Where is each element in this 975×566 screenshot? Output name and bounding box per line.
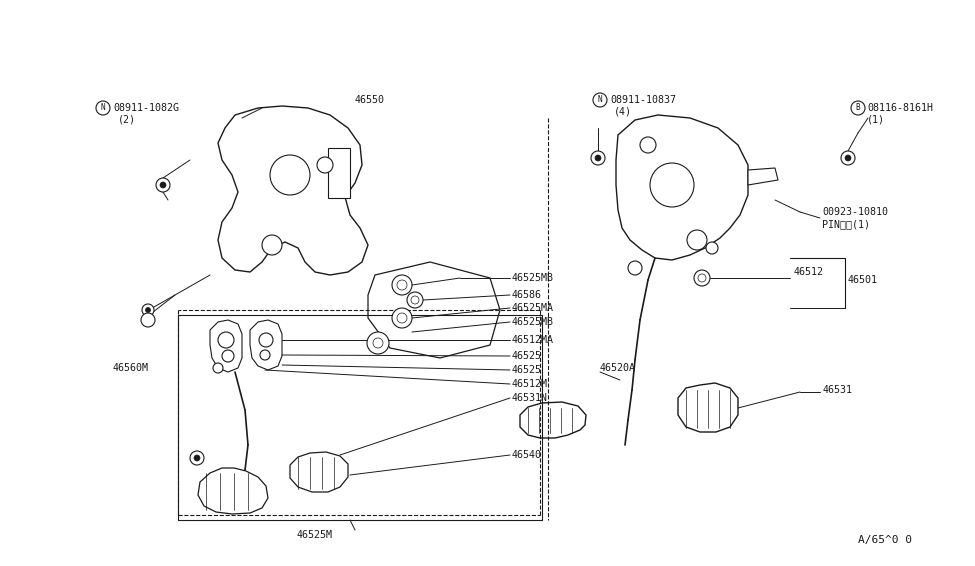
Text: 08911-1082G: 08911-1082G xyxy=(113,103,179,113)
Polygon shape xyxy=(678,383,738,432)
Text: 46525MB: 46525MB xyxy=(512,273,554,283)
Circle shape xyxy=(595,155,601,161)
Text: N: N xyxy=(100,104,105,113)
Circle shape xyxy=(845,155,851,161)
Text: 46560M: 46560M xyxy=(113,363,149,373)
Circle shape xyxy=(145,307,150,312)
Polygon shape xyxy=(748,168,778,185)
Circle shape xyxy=(270,155,310,195)
Circle shape xyxy=(218,332,234,348)
Polygon shape xyxy=(210,320,242,372)
Circle shape xyxy=(367,332,389,354)
Circle shape xyxy=(397,280,407,290)
Text: 46531: 46531 xyxy=(823,385,853,395)
Text: (1): (1) xyxy=(867,115,885,125)
Circle shape xyxy=(841,151,855,165)
Circle shape xyxy=(392,275,412,295)
Circle shape xyxy=(213,363,223,373)
Text: 46512: 46512 xyxy=(794,267,824,277)
Bar xyxy=(328,148,350,198)
Polygon shape xyxy=(218,106,368,275)
Circle shape xyxy=(591,151,605,165)
Text: 46525: 46525 xyxy=(512,351,542,361)
Circle shape xyxy=(640,137,656,153)
Text: (4): (4) xyxy=(614,107,632,117)
Circle shape xyxy=(694,270,710,286)
Text: 46540: 46540 xyxy=(512,450,542,460)
Circle shape xyxy=(259,333,273,347)
Text: 46525: 46525 xyxy=(512,365,542,375)
Text: 08911-10837: 08911-10837 xyxy=(610,95,676,105)
Circle shape xyxy=(392,308,412,328)
Text: 46531N: 46531N xyxy=(512,393,548,403)
Text: (2): (2) xyxy=(118,115,136,125)
Circle shape xyxy=(156,178,170,192)
Text: B: B xyxy=(856,104,860,113)
Text: 46525MB: 46525MB xyxy=(512,317,554,327)
Text: N: N xyxy=(598,96,603,105)
Circle shape xyxy=(373,338,383,348)
Text: 00923-10810: 00923-10810 xyxy=(822,207,888,217)
Text: 46512M: 46512M xyxy=(512,379,548,389)
Circle shape xyxy=(411,296,419,304)
Circle shape xyxy=(190,451,204,465)
Circle shape xyxy=(160,182,166,188)
Text: 46520A: 46520A xyxy=(600,363,636,373)
Text: 08116-8161H: 08116-8161H xyxy=(867,103,933,113)
Circle shape xyxy=(687,230,707,250)
Text: PINビン(1): PINビン(1) xyxy=(822,219,870,229)
Circle shape xyxy=(142,304,154,316)
Text: 46550: 46550 xyxy=(355,95,385,105)
Circle shape xyxy=(262,235,282,255)
Text: 46525MA: 46525MA xyxy=(512,303,554,313)
Text: 46586: 46586 xyxy=(512,290,542,300)
Circle shape xyxy=(317,157,333,173)
Circle shape xyxy=(407,292,423,308)
Circle shape xyxy=(260,350,270,360)
Text: 46501: 46501 xyxy=(848,275,878,285)
Text: 46525M: 46525M xyxy=(297,530,333,540)
Circle shape xyxy=(96,101,110,115)
Circle shape xyxy=(706,242,718,254)
Circle shape xyxy=(851,101,865,115)
Polygon shape xyxy=(290,452,348,492)
Polygon shape xyxy=(198,468,268,514)
Circle shape xyxy=(222,350,234,362)
Polygon shape xyxy=(616,115,748,260)
Polygon shape xyxy=(520,402,586,438)
Circle shape xyxy=(397,313,407,323)
Polygon shape xyxy=(368,262,500,358)
Circle shape xyxy=(141,313,155,327)
Text: A/65^0 0: A/65^0 0 xyxy=(858,535,912,545)
Circle shape xyxy=(650,163,694,207)
Circle shape xyxy=(194,455,200,461)
Text: 46512MA: 46512MA xyxy=(512,335,554,345)
Circle shape xyxy=(628,261,642,275)
Circle shape xyxy=(593,93,607,107)
Polygon shape xyxy=(250,320,282,370)
Circle shape xyxy=(698,274,706,282)
